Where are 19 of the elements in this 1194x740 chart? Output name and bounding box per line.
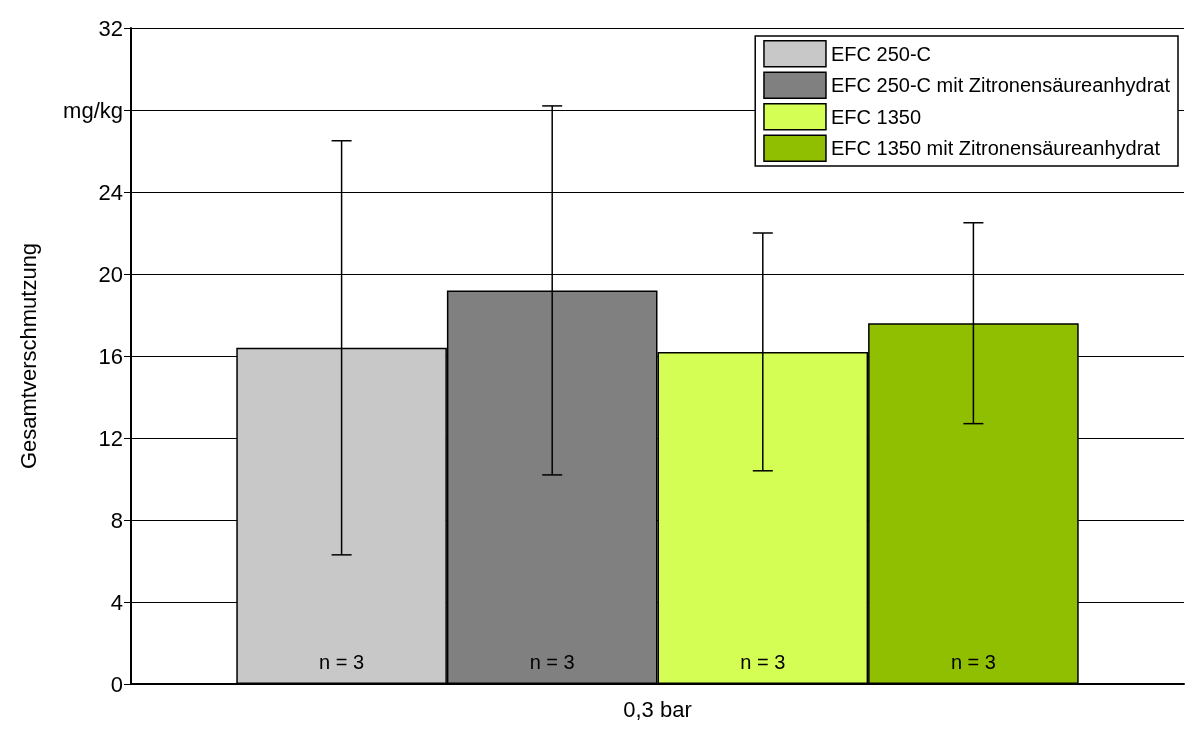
y-tick-label: 24 xyxy=(98,179,123,205)
y-tick-label: 8 xyxy=(110,507,123,533)
legend-label: EFC 1350 xyxy=(830,105,922,128)
legend-label: EFC 1350 mit Zitronensäureanhydrat xyxy=(830,137,1161,160)
y-tick-label: 0 xyxy=(110,671,123,697)
y-tick-label: 16 xyxy=(98,343,123,369)
annotation: n = 3 xyxy=(950,651,996,673)
y-tick-label: 20 xyxy=(98,261,123,287)
annotation: n = 3 xyxy=(319,651,365,673)
annotation: n = 3 xyxy=(740,651,786,673)
y-tick-label: mg/kg xyxy=(63,97,123,123)
annotation: n = 3 xyxy=(529,651,575,673)
x-tick-label: 0,3 bar xyxy=(623,696,692,722)
y-tick-label: 4 xyxy=(110,589,123,615)
legend-label: EFC 250-C mit Zitronensäureanhydrat xyxy=(830,74,1171,97)
y-tick-label: 12 xyxy=(98,425,123,451)
y-tick-label: 32 xyxy=(98,15,123,41)
y-axis-title: Gesamtverschmutzung xyxy=(15,242,41,470)
legend-label: EFC 250-C xyxy=(830,42,931,65)
